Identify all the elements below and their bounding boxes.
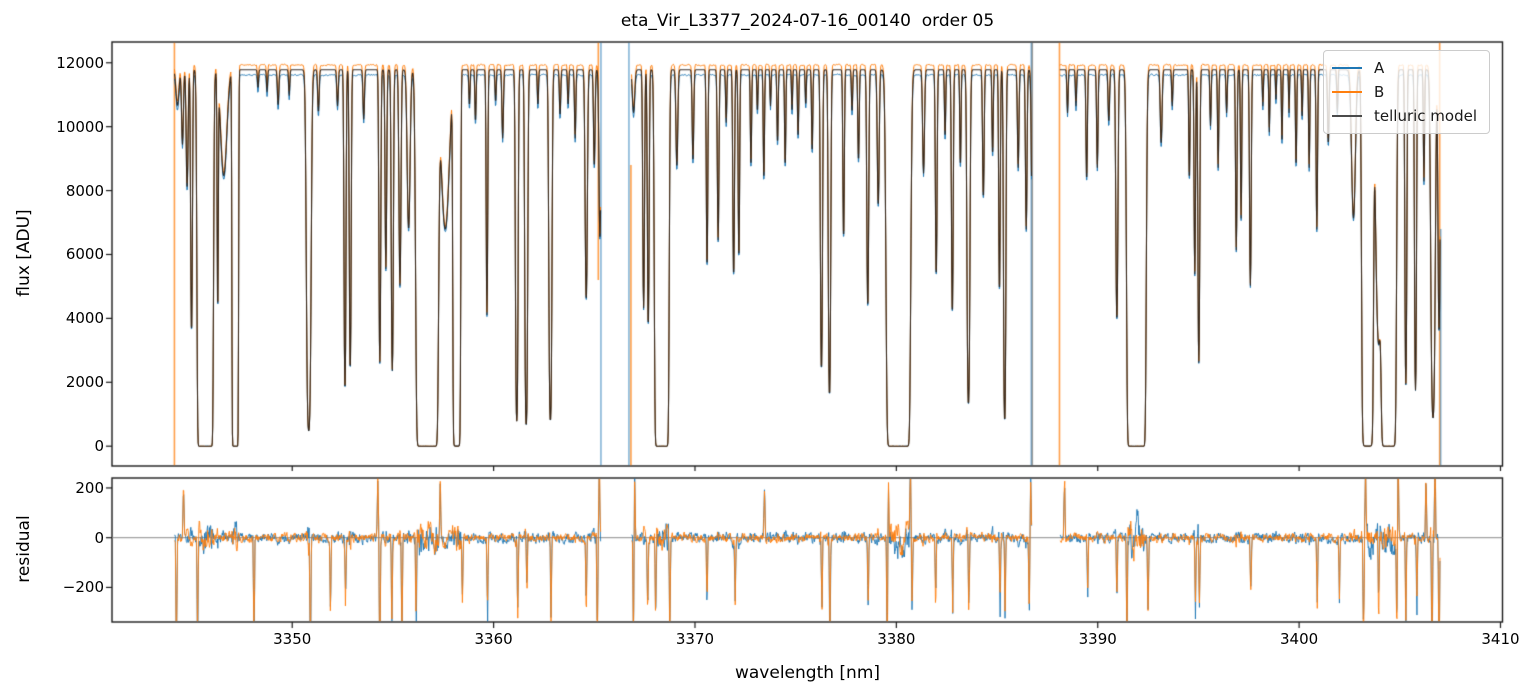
residual-axis-label: residual xyxy=(14,515,34,583)
legend-line-a-icon xyxy=(1332,67,1362,69)
wavelength-axis-label: wavelength [nm] xyxy=(734,663,881,683)
legend-label-telluric: telluric model xyxy=(1374,107,1478,125)
tick-label: 3360 xyxy=(474,630,513,648)
plot-title: eta_Vir_L3377_2024-07-16_00140 order 05 xyxy=(620,11,995,31)
tick-label: 4000 xyxy=(65,309,104,328)
tick-label: 6000 xyxy=(65,245,104,264)
legend-line-telluric-icon xyxy=(1332,115,1362,117)
legend-entry-a: A xyxy=(1332,56,1481,80)
tick-label: 3380 xyxy=(877,630,916,648)
tick-label: 3400 xyxy=(1280,630,1319,648)
tick-label: 0 xyxy=(94,437,104,456)
legend-label-b: B xyxy=(1374,83,1385,101)
legend-line-b-icon xyxy=(1332,91,1362,93)
tick-label: 3350 xyxy=(273,630,312,648)
tick-label: 2000 xyxy=(65,373,104,392)
tick-label: 12000 xyxy=(56,53,104,72)
tick-label: 3390 xyxy=(1078,630,1117,648)
tick-label: −200 xyxy=(62,578,104,597)
tick-label: 0 xyxy=(94,528,104,547)
legend-entry-b: B xyxy=(1332,80,1481,104)
tick-label: 200 xyxy=(75,478,104,497)
tick-label: 3370 xyxy=(675,630,715,648)
legend-entry-telluric: telluric model xyxy=(1332,104,1481,128)
legend-label-a: A xyxy=(1374,59,1385,77)
tick-label: 8000 xyxy=(65,181,104,200)
legend: A B telluric model xyxy=(1323,50,1490,134)
tick-label: 3410 xyxy=(1481,630,1520,648)
tick-label: 10000 xyxy=(56,117,104,136)
